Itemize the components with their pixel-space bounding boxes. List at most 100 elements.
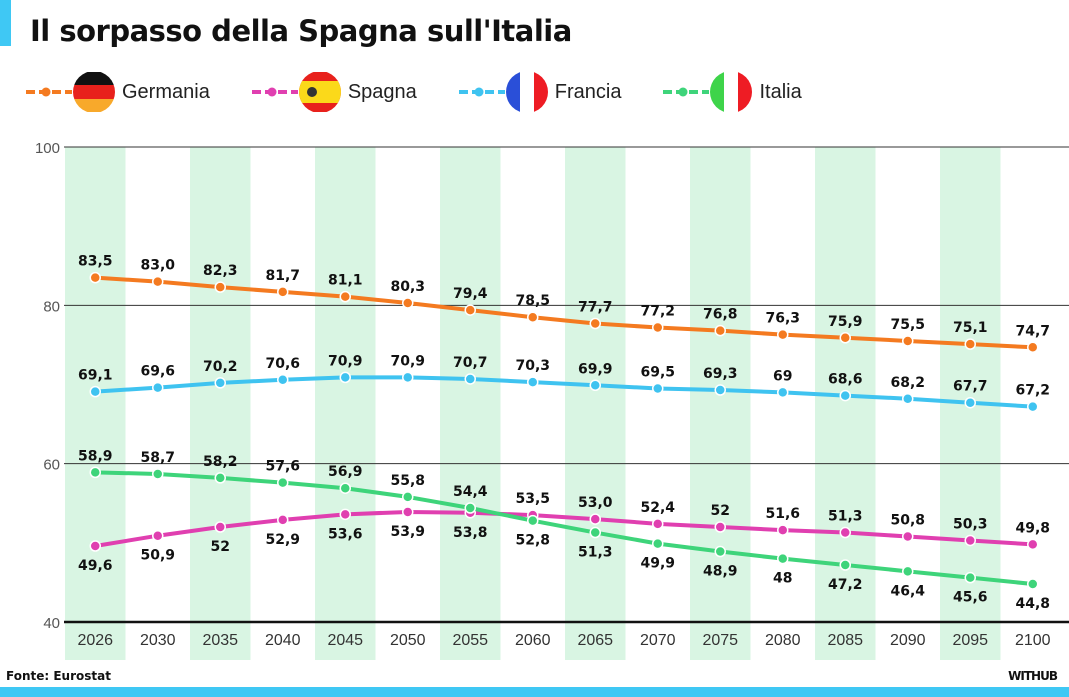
x-tick-label: 2055 bbox=[452, 632, 488, 649]
series-italia: 58,9 58,7 58,2 57,6 56,9 55,8 54,4 52,8 51,3 49,9… bbox=[78, 448, 1050, 612]
data-point bbox=[652, 382, 664, 395]
y-tick-label: 100 bbox=[35, 140, 60, 157]
data-label: 82,3 bbox=[203, 263, 238, 279]
data-label: 54,4 bbox=[453, 484, 488, 500]
source-note: Fonte: Eurostat bbox=[6, 669, 111, 683]
data-label: 70,6 bbox=[265, 356, 300, 372]
data-point bbox=[714, 384, 726, 396]
data-point bbox=[902, 393, 914, 405]
data-label: 52,8 bbox=[515, 533, 550, 549]
data-point bbox=[527, 376, 539, 388]
data-label: 70,3 bbox=[515, 358, 550, 374]
data-label: 70,2 bbox=[203, 359, 238, 375]
data-point bbox=[902, 565, 914, 578]
data-point bbox=[1027, 341, 1039, 354]
legend: Germania Spagna Francia Italia bbox=[26, 72, 844, 112]
data-point bbox=[652, 518, 664, 530]
x-tick-label: 2065 bbox=[577, 632, 613, 649]
data-point bbox=[89, 540, 101, 552]
series-germania: 83,5 83,0 82,3 81,7 81,1 80,3 79,4 78,5 77,7 77,2… bbox=[78, 254, 1050, 354]
column-band bbox=[690, 147, 751, 660]
data-label: 76,8 bbox=[703, 307, 738, 323]
data-label: 69 bbox=[773, 368, 792, 384]
data-label: 77,7 bbox=[578, 300, 613, 316]
data-label: 69,3 bbox=[703, 366, 738, 382]
data-label: 75,9 bbox=[828, 314, 863, 330]
series-spagna: 49,6 50,9 52 52,9 53,6 53,9 53,8 53,5 53,0 52,4 52… bbox=[78, 491, 1050, 574]
data-label: 80,3 bbox=[390, 279, 425, 295]
data-point bbox=[152, 468, 164, 480]
data-point bbox=[89, 385, 101, 398]
data-point bbox=[152, 275, 164, 288]
data-label: 77,2 bbox=[640, 304, 675, 320]
data-label: 69,9 bbox=[578, 361, 613, 377]
data-label: 67,7 bbox=[953, 379, 988, 395]
data-point bbox=[402, 371, 414, 384]
x-tick-label: 2085 bbox=[827, 632, 863, 649]
data-point bbox=[964, 338, 976, 350]
data-label: 48 bbox=[773, 571, 792, 587]
data-label: 58,9 bbox=[78, 448, 113, 464]
data-label: 70,9 bbox=[390, 353, 425, 369]
data-point bbox=[964, 571, 976, 584]
data-point bbox=[277, 286, 289, 298]
data-point bbox=[527, 514, 539, 527]
data-point bbox=[464, 304, 476, 316]
legend-label: Italia bbox=[759, 80, 802, 103]
data-label: 52 bbox=[711, 503, 730, 519]
column-band bbox=[65, 147, 126, 660]
data-label: 49,8 bbox=[1015, 520, 1050, 536]
data-label: 44,8 bbox=[1015, 596, 1050, 612]
data-label: 57,6 bbox=[265, 459, 300, 475]
data-point bbox=[964, 396, 976, 409]
data-label: 50,3 bbox=[953, 516, 988, 532]
x-tick-label: 2075 bbox=[702, 632, 738, 649]
series-line bbox=[94, 509, 1033, 548]
legend-item-italia: Italia bbox=[663, 72, 802, 112]
x-tick-label: 2030 bbox=[140, 632, 176, 649]
data-point bbox=[214, 281, 226, 293]
data-point bbox=[277, 514, 289, 526]
data-label: 55,8 bbox=[390, 473, 425, 489]
data-point bbox=[777, 386, 789, 399]
data-point bbox=[777, 524, 789, 536]
column-band bbox=[315, 147, 376, 660]
data-point bbox=[714, 521, 726, 533]
data-label: 45,6 bbox=[953, 590, 988, 606]
series-line bbox=[95, 470, 1033, 586]
data-point bbox=[402, 297, 414, 309]
data-point bbox=[277, 374, 289, 386]
legend-label: Francia bbox=[554, 80, 622, 103]
data-label: 48,9 bbox=[703, 564, 738, 580]
data-label: 76,3 bbox=[765, 311, 800, 327]
italy-flag-icon bbox=[663, 72, 753, 112]
x-tick-label: 2035 bbox=[202, 632, 238, 649]
column-band bbox=[440, 147, 501, 660]
data-point bbox=[339, 290, 351, 303]
data-point bbox=[589, 379, 601, 392]
data-point bbox=[714, 545, 726, 558]
data-label: 69,1 bbox=[78, 368, 113, 384]
legend-item-francia: Francia bbox=[458, 72, 622, 112]
bottom-bar bbox=[0, 687, 1069, 697]
germany-flag-icon bbox=[26, 72, 115, 112]
data-label: 53,9 bbox=[390, 524, 425, 540]
x-tick-label: 2045 bbox=[327, 632, 363, 649]
data-point bbox=[152, 381, 164, 394]
data-point bbox=[339, 371, 351, 384]
legend-label: Spagna bbox=[347, 80, 417, 103]
y-tick-label: 60 bbox=[43, 457, 60, 474]
data-point bbox=[152, 529, 164, 542]
x-tick-label: 2100 bbox=[1015, 632, 1051, 649]
data-point bbox=[964, 534, 976, 547]
data-point bbox=[652, 537, 664, 550]
data-label: 81,1 bbox=[328, 273, 363, 289]
data-label: 49,6 bbox=[78, 558, 113, 574]
data-label: 53,8 bbox=[453, 525, 488, 541]
data-point bbox=[1027, 538, 1039, 551]
chart-title: Il sorpasso della Spagna sull'Italia bbox=[30, 14, 572, 48]
data-label: 52,4 bbox=[640, 500, 675, 516]
data-label: 58,2 bbox=[203, 454, 238, 470]
data-point bbox=[839, 389, 851, 402]
